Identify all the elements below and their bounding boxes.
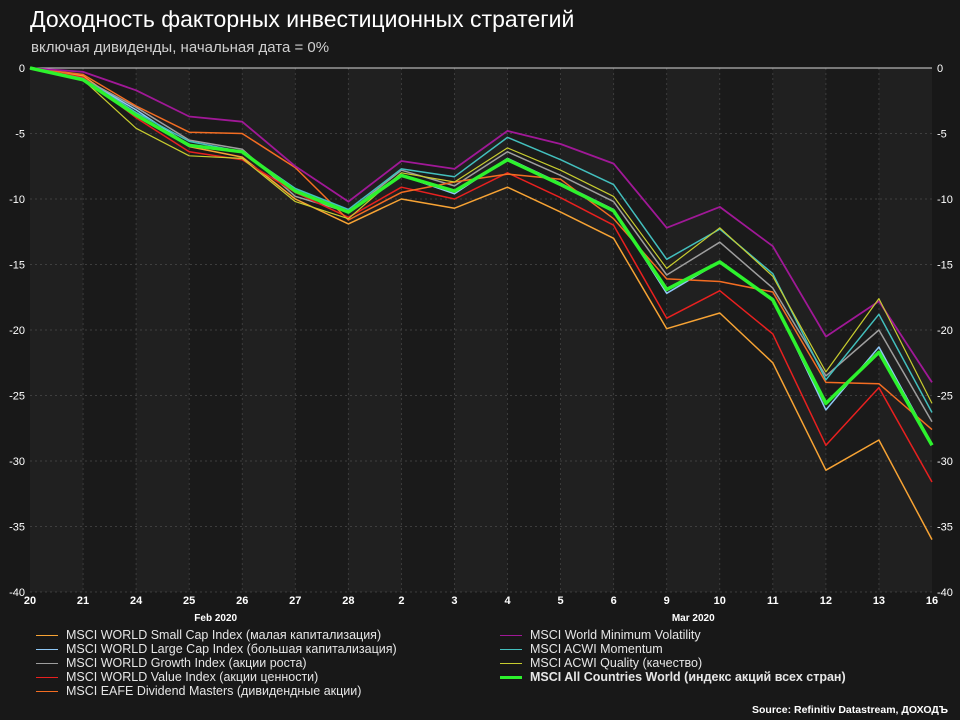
y-tick-label-right: -20 — [937, 325, 953, 337]
y-tick-label-left: -40 — [9, 587, 25, 599]
y-tick-label-right: -5 — [937, 129, 947, 141]
legend-swatch — [36, 676, 58, 678]
series-line-3 — [29, 67, 933, 423]
x-tick-label: 28 — [342, 595, 354, 607]
x-tick-label: 5 — [558, 595, 564, 607]
y-tick-label-left: -30 — [9, 456, 25, 468]
series-lines — [29, 66, 934, 540]
legend-item: MSCI WORLD Small Cap Index (малая капита… — [36, 628, 381, 642]
legend-swatch — [500, 648, 522, 650]
series-line-4 — [29, 67, 933, 483]
legend-item: MSCI World Minimum Volatility — [500, 628, 701, 642]
x-tick-label: 10 — [714, 595, 726, 607]
y-tick-label-right: -15 — [937, 260, 953, 272]
y-tick-label-left: -15 — [9, 260, 25, 272]
legend-item: MSCI ACWI Quality (качество) — [500, 656, 702, 670]
y-tick-label-left: -25 — [9, 391, 25, 403]
legend-swatch — [500, 662, 522, 664]
series-line-8 — [29, 67, 933, 404]
series-line-6 — [29, 67, 933, 383]
legend-item: MSCI All Countries World (индекс акций в… — [500, 670, 846, 684]
chart-title: Доходность факторных инвестиционных стра… — [30, 6, 575, 32]
series-line-5 — [29, 67, 933, 431]
x-tick-label: 27 — [289, 595, 301, 607]
legend-item: MSCI EAFE Dividend Masters (дивидендные … — [36, 684, 361, 698]
y-axis-right: 0 -5 -10 -15 -20 -25 -30 -35 -40 — [937, 63, 953, 599]
y-tick-label-right: -30 — [937, 456, 953, 468]
legend-label: MSCI World Minimum Volatility — [530, 628, 701, 642]
source-note: Source: Refinitiv Datastream, ДОХОДЪ — [752, 704, 948, 716]
legend-label: MSCI WORLD Large Cap Index (большая капи… — [66, 642, 397, 656]
legend-swatch — [500, 634, 522, 636]
chart-subtitle: включая дивиденды, начальная дата = 0% — [31, 39, 330, 56]
x-tick-label: 3 — [451, 595, 457, 607]
legend-swatch — [36, 648, 58, 650]
y-tick-label-right: -35 — [937, 522, 953, 534]
x-tick-label: 6 — [611, 595, 617, 607]
legend-swatch — [36, 662, 58, 664]
legend-label: MSCI All Countries World (индекс акций в… — [530, 670, 846, 684]
month-label: Feb 2020 — [194, 613, 237, 624]
month-label: Mar 2020 — [672, 613, 715, 624]
y-tick-label-right: -10 — [937, 194, 953, 206]
y-tick-label-right: 0 — [937, 63, 943, 75]
x-tick-label: 4 — [504, 595, 511, 607]
grid-lines — [30, 67, 932, 593]
x-tick-label: 21 — [77, 595, 89, 607]
legend-label: MSCI EAFE Dividend Masters (дивидендные … — [66, 684, 362, 698]
legend-item: MSCI WORLD Large Cap Index (большая капи… — [36, 642, 397, 656]
y-tick-label-right: -25 — [937, 391, 953, 403]
x-tick-label: 20 — [24, 595, 36, 607]
legend-swatch — [36, 690, 58, 692]
legend: MSCI WORLD Small Cap Index (малая капита… — [0, 628, 960, 700]
legend-item: MSCI WORLD Value Index (акции ценности) — [36, 670, 318, 684]
x-tick-label: 24 — [130, 595, 143, 607]
y-tick-label-right: -40 — [937, 587, 953, 599]
y-tick-label-left: -20 — [9, 325, 25, 337]
y-tick-label-left: -10 — [9, 194, 25, 206]
y-tick-label-left: -5 — [15, 129, 25, 141]
x-tick-label: 13 — [873, 595, 885, 607]
y-axis-left: 0 -5 -10 -15 -20 -25 -30 -35 -40 — [9, 63, 25, 599]
legend-label: MSCI WORLD Value Index (акции ценности) — [66, 670, 319, 684]
x-tick-label: 12 — [820, 595, 832, 607]
x-tick-label: 26 — [236, 595, 248, 607]
y-tick-label-left: -35 — [9, 522, 25, 534]
x-tick-label: 16 — [926, 595, 938, 607]
legend-label: MSCI ACWI Momentum — [530, 642, 663, 656]
x-axis: 20 21 24 25 26 27 28 2 3 4 5 6 9 10 11 12 13 16 Feb 2020 Ma… — [24, 595, 938, 624]
legend-label: MSCI WORLD Growth Index (акции роста) — [66, 656, 307, 670]
x-tick-label: 11 — [767, 595, 779, 607]
legend-item: MSCI WORLD Growth Index (акции роста) — [36, 656, 307, 670]
legend-swatch — [36, 634, 58, 636]
series-line-9 — [29, 66, 934, 447]
legend-label: MSCI WORLD Small Cap Index (малая капита… — [66, 628, 382, 642]
legend-label: MSCI ACWI Quality (качество) — [530, 656, 703, 670]
x-tick-label: 9 — [664, 595, 670, 607]
legend-item: MSCI ACWI Momentum — [500, 642, 663, 656]
legend-swatch — [500, 675, 522, 679]
x-tick-label: 25 — [183, 595, 195, 607]
y-tick-label-left: 0 — [19, 63, 25, 75]
x-tick-label: 2 — [398, 595, 404, 607]
